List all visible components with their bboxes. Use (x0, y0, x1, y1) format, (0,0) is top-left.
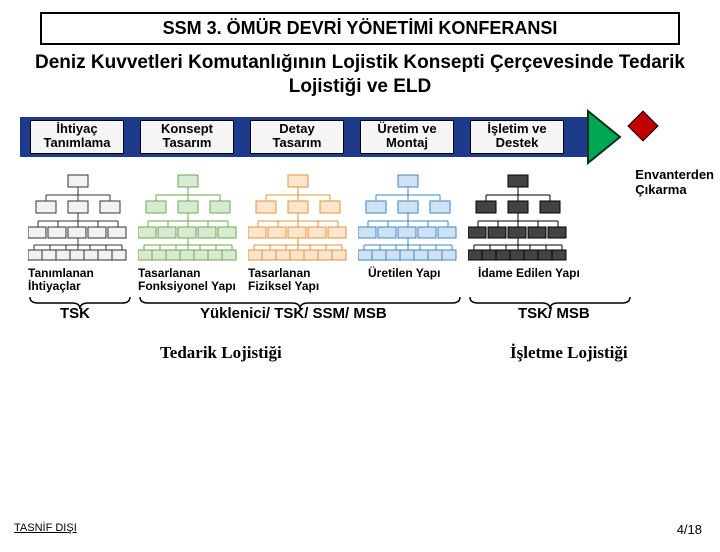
phases-arrow-row: İhtiyaçTanımlama KonseptTasarım DetayTasar… (10, 109, 710, 165)
tree-caption: TasarlananFonksiyonel Yapı (138, 267, 236, 293)
phase-label: DetayTasarım (250, 122, 344, 152)
page-header: SSM 3. ÖMÜR DEVRİ YÖNETİMİ KONFERANSI (40, 12, 680, 45)
brace-label: TSK/ MSB (518, 305, 590, 322)
phase-label: KonseptTasarım (140, 122, 234, 152)
footer-page-number: 4/18 (677, 522, 702, 537)
logistics-row: Tedarik Lojistiği İşletme Lojistiği (10, 343, 710, 383)
footer-classification: TASNİF DIŞI (14, 522, 77, 534)
tree-caption: İdame Edilen Yapı (478, 267, 580, 280)
tree-diagram (138, 173, 238, 268)
phase-label: İhtiyaçTanımlama (30, 122, 124, 152)
arrow-head (588, 111, 620, 163)
brace-label: TSK (60, 305, 90, 322)
footer: TASNİF DIŞI 4/18 (0, 522, 720, 542)
tree-diagram (248, 173, 348, 268)
brace-label: Yüklenici/ TSK/ SSM/ MSB (200, 305, 387, 322)
tree-caption: TasarlananFiziksel Yapı (248, 267, 319, 293)
header-text: SSM 3. ÖMÜR DEVRİ YÖNETİMİ KONFERANSI (163, 18, 558, 38)
logistics-label: İşletme Lojistiği (510, 343, 628, 363)
brace-row: TSK Yüklenici/ TSK/ SSM/ MSB TSK/ MSB (10, 295, 710, 329)
tree-caption: Tanımlananİhtiyaçlar (28, 267, 94, 293)
subtitle: Deniz Kuvvetleri Komutanlığının Lojistik… (20, 51, 700, 99)
tree-caption: Üretilen Yapı (368, 267, 440, 280)
trees-row: Tanımlananİhtiyaçlar TasarlananFonksiyone… (10, 165, 710, 295)
tree-diagram (468, 173, 568, 268)
phase-label: Üretim veMontaj (360, 122, 454, 152)
tree-diagram (358, 173, 458, 268)
phase-label: İşletim veDestek (470, 122, 564, 152)
logistics-label: Tedarik Lojistiği (160, 343, 282, 363)
tree-diagram (28, 173, 128, 268)
